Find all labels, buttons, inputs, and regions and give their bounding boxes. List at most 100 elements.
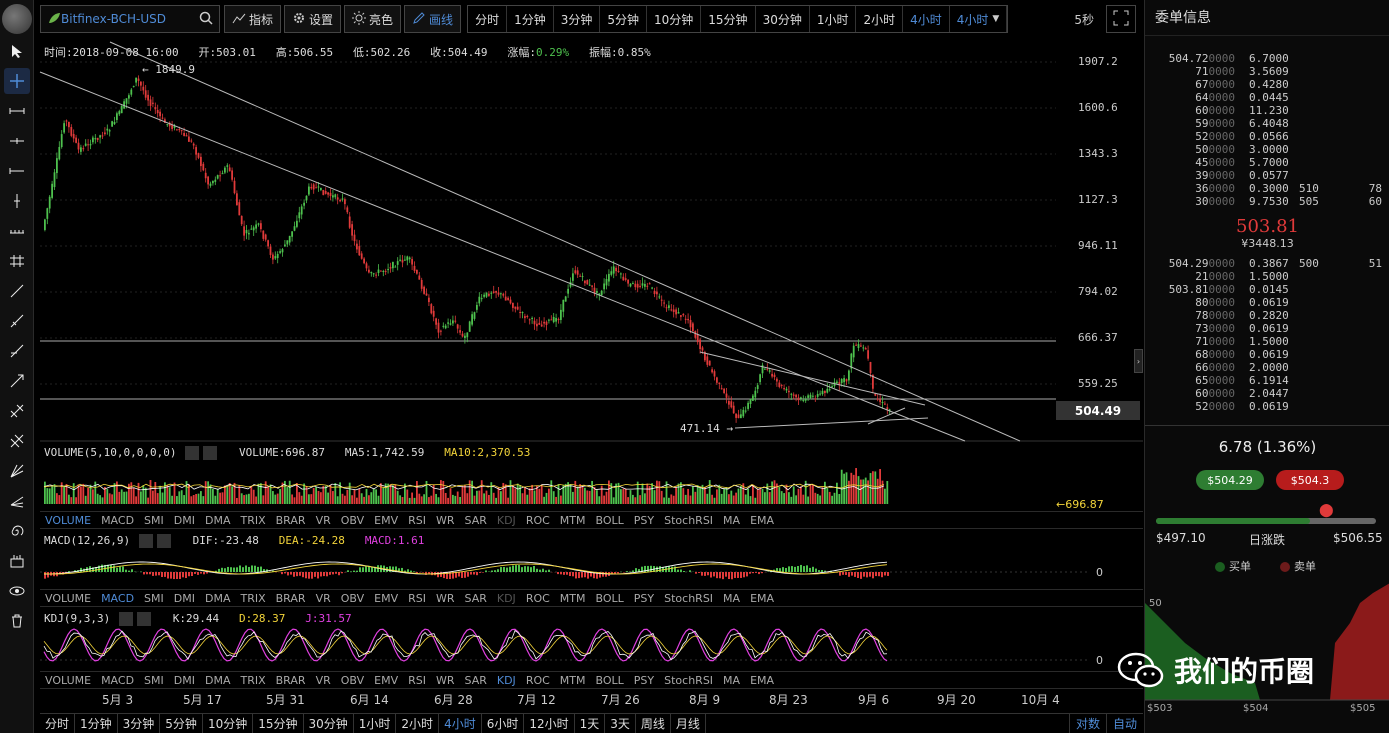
kdj-close-icon[interactable] [136,612,151,626]
settings-button[interactable]: 设置 [284,5,342,33]
parallel-channel-icon[interactable] [4,248,30,274]
price-chart[interactable] [0,0,1144,700]
period-3min[interactable]: 3分钟 [554,6,601,32]
orderbook-row[interactable]: 600000 2.0447 [1145,387,1389,400]
tab-ema[interactable]: EMA [750,673,775,687]
tab-rsi[interactable]: RSI [408,591,426,605]
orderbook-row[interactable]: 730000 0.0619 [1145,322,1389,335]
tab-macd[interactable]: MACD [101,591,135,605]
ray-line-icon[interactable] [4,308,30,334]
tab-rsi[interactable]: RSI [408,673,426,687]
tab-stochrsi[interactable]: StochRSI [664,513,714,527]
tab-roc[interactable]: ROC [525,673,550,687]
bottom-period-3min[interactable]: 3分钟 [118,713,161,733]
tab-boll[interactable]: BOLL [595,591,624,605]
tab-obv[interactable]: OBV [340,513,365,527]
period-2h[interactable]: 2小时 [856,6,904,32]
tab-roc[interactable]: ROC [525,513,550,527]
tab-trix[interactable]: TRIX [240,673,266,687]
gann-fan-icon[interactable] [4,458,30,484]
tab-boll[interactable]: BOLL [595,673,624,687]
tab-emv[interactable]: EMV [374,673,399,687]
spiral-icon[interactable] [4,518,30,544]
tab-rsi[interactable]: RSI [408,513,426,527]
kdj-settings-icon[interactable] [118,612,133,626]
trash-icon[interactable] [4,608,30,634]
bottom-period-week[interactable]: 周线 [636,713,671,733]
vertical-line-icon[interactable] [4,188,30,214]
bottom-period-1h[interactable]: 1小时 [354,713,397,733]
tab-emv[interactable]: EMV [374,513,399,527]
orderbook-row[interactable]: 650000 6.1914 [1145,374,1389,387]
orderbook-row[interactable]: 800000 0.0619 [1145,296,1389,309]
tab-dmi[interactable]: DMI [173,591,195,605]
orderbook-row[interactable]: 680000 0.0619 [1145,348,1389,361]
orderbook-row[interactable]: 504.290000 0.3867 500 51 [1145,257,1389,270]
tab-vr[interactable]: VR [315,513,331,527]
light-theme-button[interactable]: 亮色 [344,5,402,33]
fan-lines-icon[interactable] [4,488,30,514]
symbol-search[interactable]: Bitfinex-BCH-USD [40,5,220,33]
period-dropdown[interactable]: 4小时 ▼ [950,6,1008,32]
tab-stochrsi[interactable]: StochRSI [664,591,714,605]
orderbook-row[interactable]: 670000 0.4280 [1145,78,1389,91]
sell-price-button[interactable]: $504.3 [1276,470,1344,490]
tab-volume[interactable]: VOLUME [45,513,92,527]
refresh-speed[interactable]: 5秒 [1074,12,1094,27]
tab-mtm[interactable]: MTM [559,673,586,687]
horizontal-ray-icon[interactable] [4,158,30,184]
orderbook-row[interactable]: 360000 0.3000 510 78 [1145,182,1389,195]
orderbook-row[interactable]: 500000 3.0000 [1145,143,1389,156]
tab-brar[interactable]: BRAR [275,591,306,605]
crosshair-icon[interactable] [4,68,30,94]
tab-ma[interactable]: MA [723,591,741,605]
tab-obv[interactable]: OBV [340,673,365,687]
tab-stochrsi[interactable]: StochRSI [664,673,714,687]
pitchfork-icon[interactable] [4,428,30,454]
bottom-period-timeline[interactable]: 分时 [40,713,76,733]
period-1min[interactable]: 1分钟 [507,6,554,32]
tab-dmi[interactable]: DMI [173,513,195,527]
tab-brar[interactable]: BRAR [275,673,306,687]
tab-dma[interactable]: DMA [204,513,231,527]
tab-vr[interactable]: VR [315,673,331,687]
price-line-icon[interactable] [4,218,30,244]
bottom-period-2h[interactable]: 2小时 [396,713,440,733]
tab-dmi[interactable]: DMI [173,673,195,687]
horizontal-line-icon[interactable] [4,128,30,154]
eye-icon[interactable] [4,578,30,604]
trend-line-icon[interactable] [4,278,30,304]
bottom-period-5min[interactable]: 5分钟 [160,713,203,733]
bottom-period-1min[interactable]: 1分钟 [75,713,118,733]
cursor-arrow-icon[interactable] [4,38,30,64]
tab-brar[interactable]: BRAR [275,513,306,527]
orderbook-row[interactable]: 520000 0.0566 [1145,130,1389,143]
tab-psy[interactable]: PSY [633,673,655,687]
orderbook-row[interactable]: 300000 9.7530 505 60 [1145,195,1389,208]
bottom-period-3d[interactable]: 3天 [605,713,636,733]
tab-boll[interactable]: BOLL [595,513,624,527]
bottom-period-10min[interactable]: 10分钟 [203,713,254,733]
tab-roc[interactable]: ROC [525,591,550,605]
tab-trix[interactable]: TRIX [240,591,266,605]
tab-macd[interactable]: MACD [101,513,135,527]
tab-kdj[interactable]: KDJ [496,673,516,687]
tab-mtm[interactable]: MTM [559,513,586,527]
macd-close-icon[interactable] [156,534,171,548]
tab-ma[interactable]: MA [723,513,741,527]
period-4h[interactable]: 4小时 [903,6,950,32]
orderbook-row[interactable]: 590000 6.4048 [1145,117,1389,130]
period-10min[interactable]: 10分钟 [647,6,702,32]
extended-line-icon[interactable] [4,338,30,364]
tab-wr[interactable]: WR [435,591,455,605]
log-scale-button[interactable]: 对数 [1068,713,1106,733]
orderbook-row[interactable]: 450000 5.7000 [1145,156,1389,169]
fullscreen-button[interactable] [1106,5,1136,33]
bottom-period-4h[interactable]: 4小时 [439,713,482,733]
tab-macd[interactable]: MACD [101,673,135,687]
tab-obv[interactable]: OBV [340,591,365,605]
orderbook-row[interactable]: 780000 0.2820 [1145,309,1389,322]
pattern-icon[interactable] [4,548,30,574]
orderbook-row[interactable]: 710000 3.5609 [1145,65,1389,78]
volume-close-icon[interactable] [203,446,218,460]
